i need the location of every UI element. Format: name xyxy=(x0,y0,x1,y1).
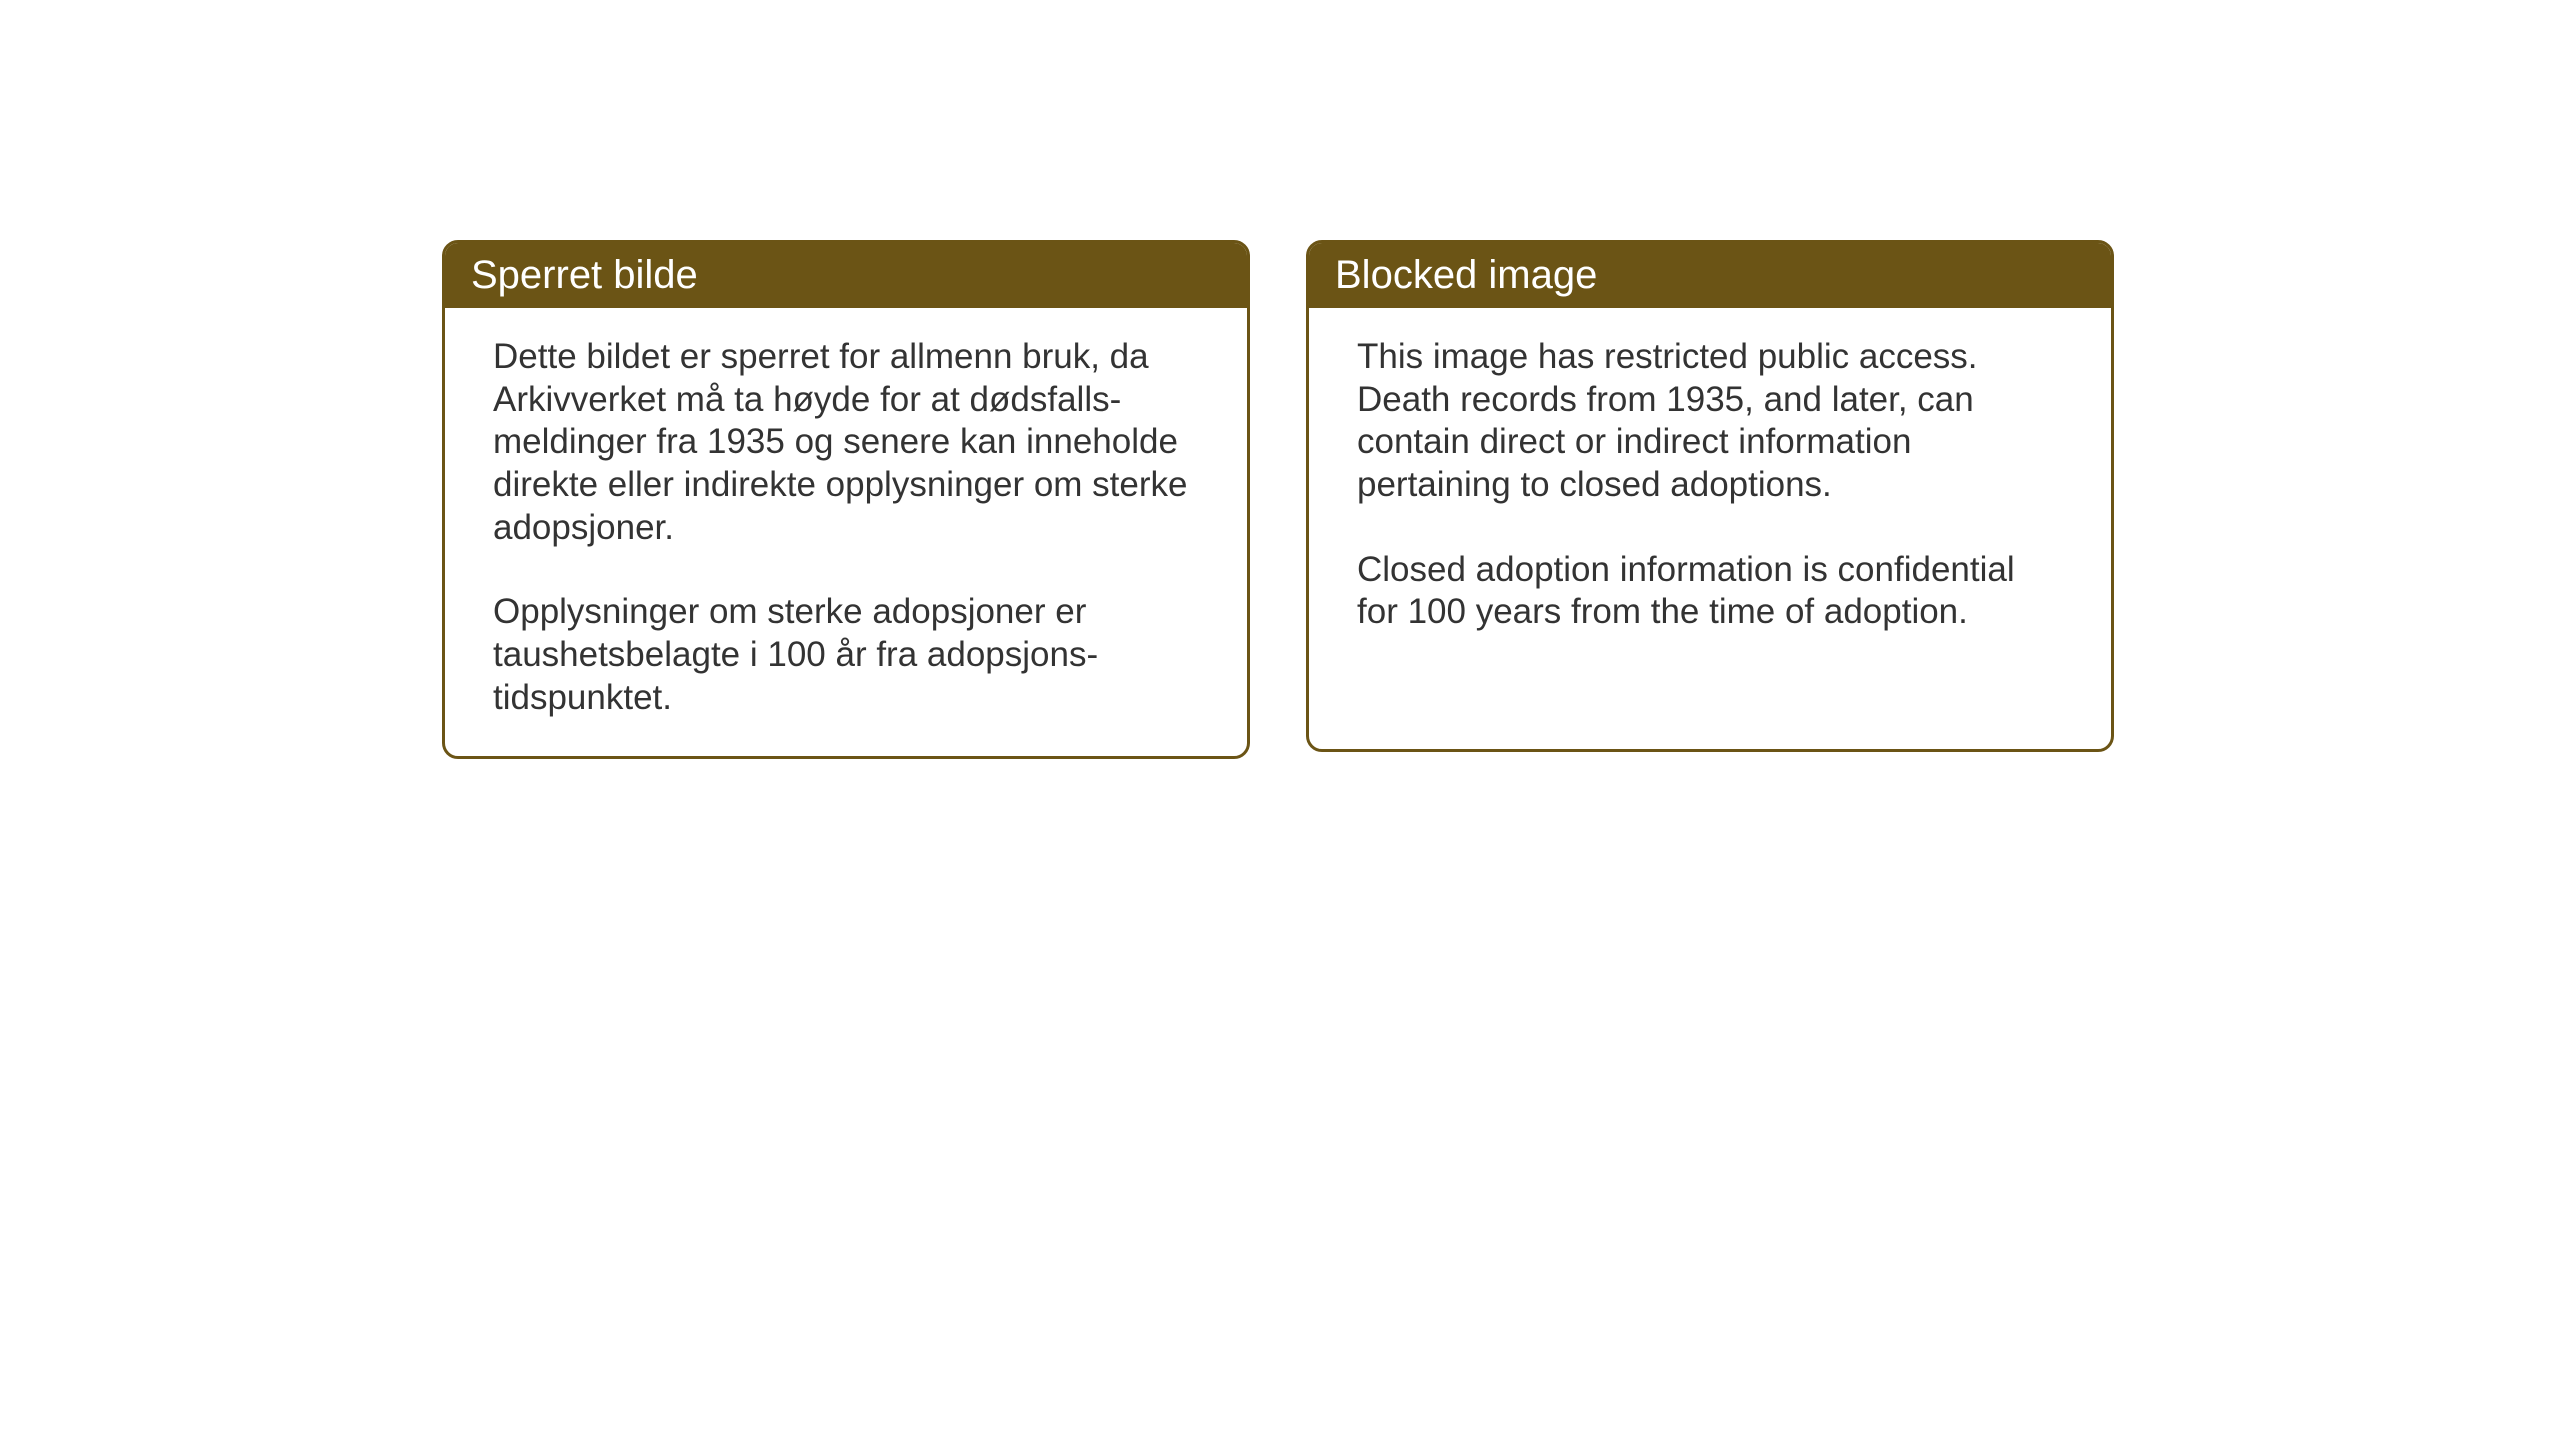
notice-title-norwegian: Sperret bilde xyxy=(471,253,698,297)
notice-paragraph2-english: Closed adoption information is confident… xyxy=(1357,549,2063,634)
notice-paragraph1-english: This image has restricted public access.… xyxy=(1357,336,2063,507)
notice-title-english: Blocked image xyxy=(1335,253,1597,297)
notice-header-english: Blocked image xyxy=(1309,243,2111,308)
notice-box-norwegian: Sperret bilde Dette bildet er sperret fo… xyxy=(442,240,1250,759)
notice-paragraph1-norwegian: Dette bildet er sperret for allmenn bruk… xyxy=(493,336,1199,549)
notice-box-english: Blocked image This image has restricted … xyxy=(1306,240,2114,752)
notice-container: Sperret bilde Dette bildet er sperret fo… xyxy=(442,240,2114,759)
notice-body-norwegian: Dette bildet er sperret for allmenn bruk… xyxy=(445,308,1247,756)
notice-header-norwegian: Sperret bilde xyxy=(445,243,1247,308)
notice-paragraph2-norwegian: Opplysninger om sterke adopsjoner er tau… xyxy=(493,591,1199,719)
notice-body-english: This image has restricted public access.… xyxy=(1309,308,2111,670)
